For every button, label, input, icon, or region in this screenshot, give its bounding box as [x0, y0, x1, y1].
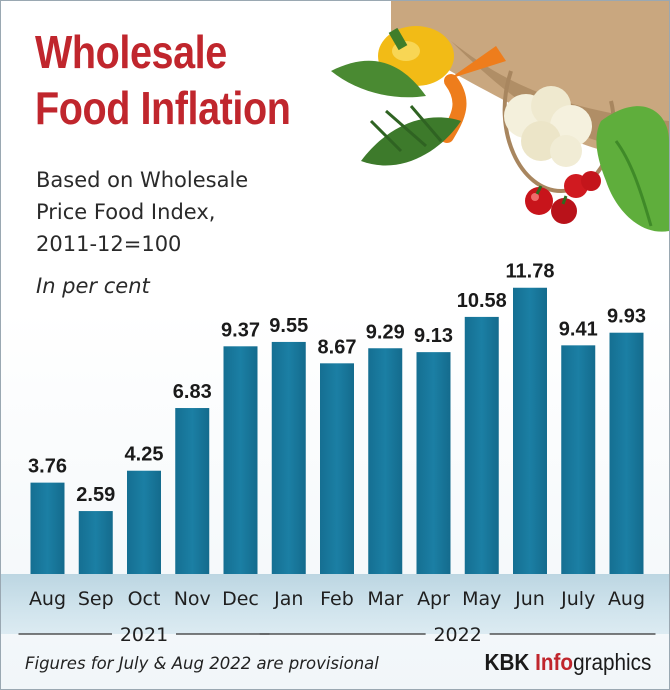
data-label: 2.59 — [76, 484, 115, 506]
tomatoes — [525, 171, 601, 224]
bar — [368, 348, 403, 574]
brand-part-2: Info — [534, 649, 573, 675]
x-tick-label: Aug — [29, 588, 66, 610]
bar — [320, 363, 354, 574]
brand-part-1: KBK — [484, 649, 535, 675]
title-line-1: Wholesale — [35, 26, 227, 78]
subtitle-line-3: 2011-12=100 — [36, 232, 182, 256]
x-tick-label: Sep — [78, 588, 114, 610]
bar — [561, 345, 596, 574]
x-tick-label: July — [560, 588, 595, 610]
bar — [30, 482, 65, 574]
data-label: 6.83 — [173, 381, 212, 403]
cauliflower — [504, 86, 592, 167]
bar — [127, 470, 161, 574]
grocery-bag-illustration — [331, 1, 669, 232]
greens — [331, 60, 426, 98]
x-tick-label: Jun — [514, 588, 545, 610]
x-tick-label: Dec — [222, 588, 259, 610]
data-label: 11.78 — [506, 261, 555, 283]
x-tick-label: Oct — [128, 588, 161, 610]
subtitle-line-2: Price Food Index, — [36, 200, 216, 224]
unit-label: In per cent — [36, 274, 150, 298]
year-label: 2022 — [433, 624, 481, 646]
brand-logo: KBK Infographics — [484, 649, 651, 676]
data-label: 9.93 — [607, 306, 646, 328]
bar — [513, 287, 547, 574]
x-tick-label: Aug — [608, 588, 645, 610]
title-line-2: Food Inflation — [35, 82, 291, 134]
bar — [416, 352, 451, 574]
bar — [78, 511, 113, 574]
subtitle-line-1: Based on Wholesale — [36, 168, 249, 192]
data-label: 8.67 — [318, 336, 357, 358]
footnote: Figures for July & Aug 2022 are provisio… — [25, 654, 379, 673]
axis-band — [1, 574, 669, 634]
data-label: 9.41 — [559, 318, 598, 340]
data-label: 9.29 — [366, 321, 405, 343]
x-tick-label: Jan — [273, 588, 303, 610]
data-label: 9.13 — [414, 325, 453, 347]
x-tick-label: Mar — [367, 588, 403, 610]
carrot — [449, 46, 506, 79]
x-tick-label: May — [462, 588, 501, 610]
bar — [223, 346, 258, 574]
bar — [464, 316, 499, 574]
bar — [609, 332, 644, 574]
x-tick-label: Feb — [320, 588, 354, 610]
brand-part-3: graphics — [572, 649, 651, 675]
bar — [175, 408, 210, 574]
data-label: 3.76 — [28, 456, 67, 478]
x-tick-label: Nov — [174, 588, 211, 610]
data-label: 10.58 — [457, 290, 507, 312]
data-label: 4.25 — [125, 444, 164, 466]
bar — [271, 341, 306, 574]
x-tick-label: Apr — [417, 588, 450, 610]
data-label: 9.37 — [221, 319, 260, 341]
year-label: 2021 — [120, 624, 168, 646]
data-label: 9.55 — [269, 315, 308, 337]
